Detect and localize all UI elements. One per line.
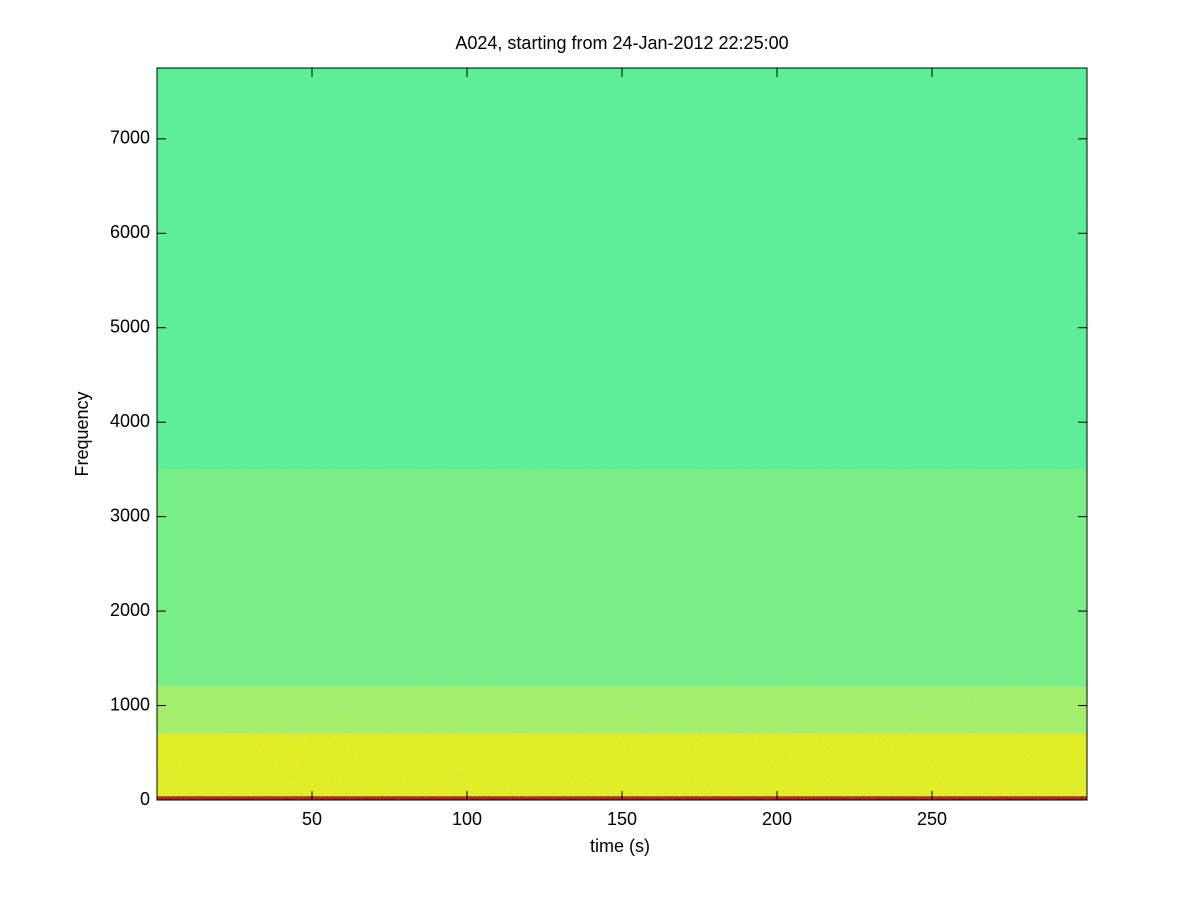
y-tick-label: 0 (140, 789, 150, 809)
y-axis-label: Frequency (72, 391, 92, 476)
y-tick-label: 7000 (110, 128, 150, 148)
chart-title: A024, starting from 24-Jan-2012 22:25:00 (455, 33, 788, 53)
x-tick-label: 200 (762, 809, 792, 829)
y-tick-label: 2000 (110, 600, 150, 620)
axes-frame (156, 67, 1088, 801)
x-tick-label: 100 (452, 809, 482, 829)
y-tick-label: 5000 (110, 316, 150, 336)
x-axis-label: time (s) (590, 836, 650, 856)
noise-texture (157, 68, 1087, 800)
y-tick-label: 1000 (110, 694, 150, 714)
y-tick-label: 4000 (110, 411, 150, 431)
x-tick-label: 50 (302, 809, 322, 829)
y-tick-label: 3000 (110, 505, 150, 525)
y-tick-label: 6000 (110, 222, 150, 242)
x-tick-label: 150 (607, 809, 637, 829)
x-tick-label: 250 (917, 809, 947, 829)
